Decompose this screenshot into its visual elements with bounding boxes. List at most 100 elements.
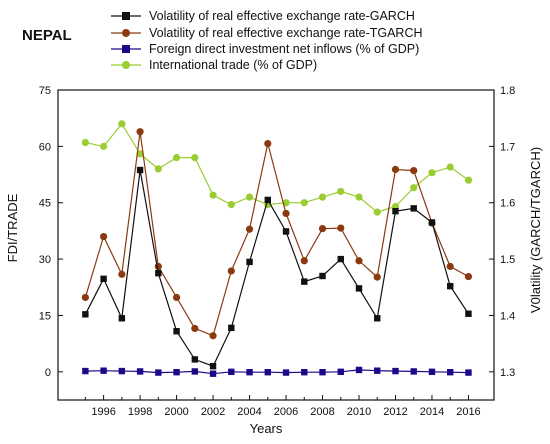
legend-marker-tgarch (122, 29, 130, 37)
series-line-trade (85, 122, 469, 213)
x-tick-label: 2004 (237, 406, 261, 418)
data-point-tgarch (118, 270, 126, 278)
x-tick-label: 2002 (201, 406, 225, 418)
left-y-tick-label: 60 (39, 141, 51, 153)
data-point-trade (154, 165, 162, 173)
chart-title: NEPAL (22, 27, 72, 44)
data-point-fdi (209, 370, 217, 377)
data-point-trade (410, 184, 418, 192)
data-point-garch (392, 207, 399, 215)
data-point-fdi (191, 368, 199, 375)
data-point-trade (355, 193, 363, 201)
data-point-garch (447, 282, 454, 290)
left-y-tick-label: 45 (39, 198, 51, 210)
data-point-garch (82, 311, 89, 318)
data-point-trade (118, 120, 126, 128)
right-y-tick-label: 1.7 (500, 141, 515, 153)
right-y-tick-label: 1.4 (500, 310, 515, 322)
x-tick-label: 2000 (164, 406, 188, 418)
data-point-fdi (319, 368, 326, 376)
data-point-fdi (428, 368, 436, 376)
x-tick-label: 2012 (383, 406, 407, 418)
data-point-fdi (228, 368, 235, 376)
data-point-trade (209, 191, 217, 199)
data-point-garch (301, 278, 308, 285)
data-point-trade (191, 154, 199, 162)
legend-marker-trade (122, 61, 130, 69)
data-point-trade (81, 139, 89, 147)
data-point-garch (228, 324, 235, 332)
data-point-garch (355, 285, 363, 292)
legend-label-trade: International trade (% of GDP) (149, 58, 317, 72)
data-point-garch (118, 315, 126, 322)
data-point-tgarch (410, 167, 418, 175)
data-point-trade (245, 193, 254, 201)
data-point-tgarch (227, 267, 235, 275)
data-point-tgarch (81, 293, 89, 302)
data-point-trade (337, 187, 345, 196)
data-point-fdi (465, 369, 472, 376)
series-line-garch (84, 169, 470, 367)
data-point-tgarch (264, 139, 272, 148)
data-point-fdi (82, 367, 89, 375)
legend-marker-garch (122, 12, 130, 20)
x-tick-label: 2016 (456, 406, 480, 418)
data-point-tgarch (337, 224, 345, 232)
data-point-garch (428, 219, 436, 226)
data-point-tgarch (391, 165, 400, 174)
data-point-garch (264, 196, 271, 204)
data-point-fdi (301, 368, 308, 376)
data-point-fdi (355, 366, 363, 374)
data-point-tgarch (282, 209, 290, 218)
data-point-fdi (136, 368, 144, 375)
data-point-garch (136, 166, 144, 174)
x-tick-label: 2006 (274, 406, 298, 418)
data-point-garch (100, 275, 107, 283)
left-y-tick-label: 75 (39, 85, 51, 97)
data-point-fdi (374, 367, 381, 374)
series-line-fdi (85, 369, 469, 375)
data-point-fdi (264, 368, 271, 376)
data-point-fdi (155, 369, 162, 376)
data-point-fdi (282, 369, 290, 376)
legend-item-fdi: Foreign direct investment net inflows (%… (111, 42, 419, 56)
data-point-fdi (447, 368, 454, 376)
data-point-tgarch (172, 293, 181, 302)
data-point-trade (136, 150, 144, 158)
data-point-tgarch (373, 273, 381, 281)
data-point-trade (428, 169, 436, 177)
data-point-trade (373, 208, 381, 216)
legend-label-tgarch: Volatility of real effective exchange ra… (149, 26, 423, 40)
left-y-tick-label: 15 (39, 310, 51, 322)
plot-frame (57, 89, 495, 401)
plot-layer (81, 120, 473, 377)
data-point-garch (246, 258, 253, 266)
right-y-tick-label: 1.6 (500, 198, 515, 210)
data-point-garch (173, 328, 180, 335)
series-line-tgarch (84, 131, 469, 337)
data-point-garch (282, 228, 290, 235)
data-point-tgarch (136, 128, 144, 136)
data-point-tgarch (464, 272, 473, 281)
data-point-trade (300, 199, 308, 207)
data-point-fdi (337, 368, 344, 376)
data-point-tgarch (209, 332, 217, 340)
data-point-tgarch (318, 225, 327, 233)
data-point-tgarch (154, 262, 162, 271)
data-point-fdi (118, 367, 126, 375)
legend-label-fdi: Foreign direct investment net inflows (%… (149, 42, 419, 56)
data-point-garch (410, 205, 417, 212)
data-point-fdi (173, 368, 180, 376)
data-point-fdi (410, 368, 417, 375)
data-point-fdi (392, 367, 399, 375)
data-point-tgarch (245, 225, 254, 233)
right-y-tick-label: 1.5 (500, 254, 515, 266)
right-y-axis-label: V0latility (GARCH/TGARCH) (528, 147, 543, 313)
data-point-trade (172, 154, 181, 162)
legend-marker-fdi (122, 45, 130, 53)
data-point-tgarch (355, 257, 363, 265)
data-point-garch (465, 310, 472, 317)
data-point-garch (319, 272, 326, 280)
x-tick-label: 1998 (128, 406, 152, 418)
